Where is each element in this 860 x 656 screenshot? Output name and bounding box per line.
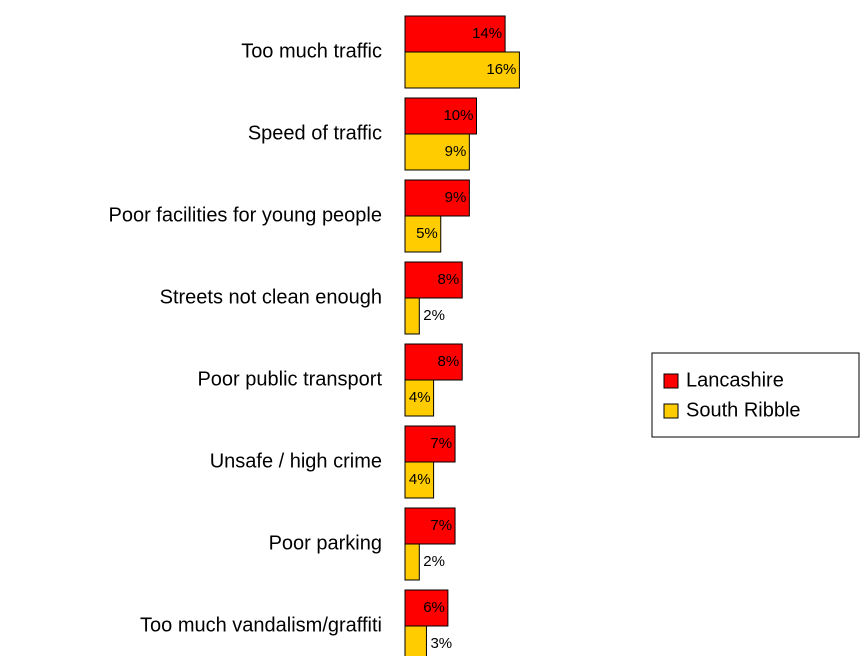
value-label: 9% bbox=[445, 189, 467, 206]
legend-box bbox=[651, 352, 860, 438]
bar bbox=[404, 425, 456, 463]
bar bbox=[404, 297, 420, 335]
category-label: Streets not clean enough bbox=[160, 286, 382, 308]
category-label: Unsafe / high crime bbox=[210, 450, 382, 472]
bar bbox=[404, 379, 435, 417]
legend-label: South Ribble bbox=[686, 399, 801, 421]
bar bbox=[404, 97, 477, 135]
category-label: Poor parking bbox=[269, 532, 382, 554]
bar bbox=[404, 15, 506, 53]
value-label: 16% bbox=[486, 61, 516, 78]
value-label: 8% bbox=[438, 353, 460, 370]
value-label: 7% bbox=[430, 435, 452, 452]
legend-label: Lancashire bbox=[686, 369, 784, 391]
value-label: 2% bbox=[423, 553, 445, 570]
value-label: 4% bbox=[409, 389, 431, 406]
bar bbox=[404, 543, 420, 581]
category-label: Poor public transport bbox=[197, 368, 382, 390]
bar bbox=[404, 261, 463, 299]
value-label: 2% bbox=[423, 307, 445, 324]
bar bbox=[404, 507, 456, 545]
value-label: 4% bbox=[409, 471, 431, 488]
bar bbox=[404, 625, 427, 656]
value-label: 5% bbox=[416, 225, 438, 242]
category-label: Poor facilities for young people bbox=[109, 204, 383, 226]
value-label: 10% bbox=[443, 107, 473, 124]
value-label: 9% bbox=[445, 143, 467, 160]
value-label: 6% bbox=[423, 599, 445, 616]
legend-swatch bbox=[663, 373, 679, 389]
category-label: Too much vandalism/graffiti bbox=[140, 614, 382, 636]
category-label: Speed of traffic bbox=[248, 122, 382, 144]
bar bbox=[404, 343, 463, 381]
value-label: 3% bbox=[430, 635, 452, 652]
legend-swatch bbox=[663, 403, 679, 419]
value-label: 8% bbox=[438, 271, 460, 288]
bar bbox=[404, 51, 520, 89]
value-label: 7% bbox=[430, 517, 452, 534]
bar bbox=[404, 133, 470, 171]
value-label: 14% bbox=[472, 25, 502, 42]
category-label: Too much traffic bbox=[241, 40, 382, 62]
bar bbox=[404, 461, 435, 499]
bar bbox=[404, 215, 442, 253]
